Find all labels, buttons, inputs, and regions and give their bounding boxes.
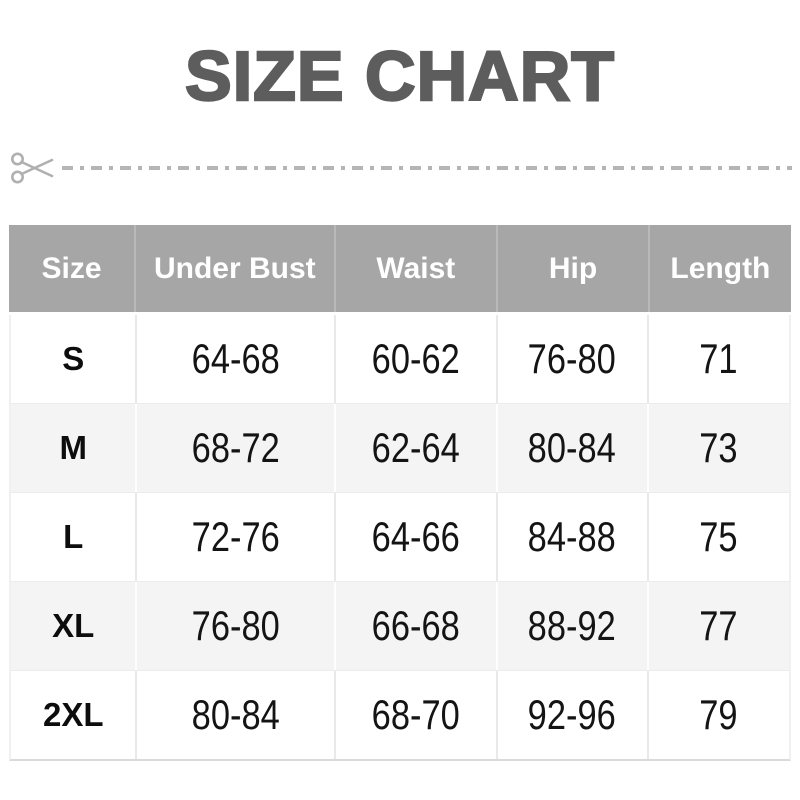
size-cell: S xyxy=(62,340,85,377)
column-header-length: Length xyxy=(647,225,791,312)
size-cell: 2XL xyxy=(42,696,104,733)
size-cell: M xyxy=(59,429,87,466)
table-row-xl: XL 76-80 66-68 88-92 77 xyxy=(11,581,789,670)
length-cell: 71 xyxy=(646,315,789,403)
waist-cell: 62-64 xyxy=(333,404,496,492)
column-header-hip: Hip xyxy=(496,225,648,312)
table-body: S 64-68 60-62 76-80 71 M 68-72 62-64 80-… xyxy=(9,315,791,761)
under-bust-cell: 80-84 xyxy=(135,671,333,759)
table-header-row: Size Under Bust Waist Hip Length xyxy=(9,225,791,312)
column-header-size: Size xyxy=(41,251,102,285)
column-header-under-bust: Under Bust xyxy=(134,225,333,312)
table-row-l: L 72-76 64-66 84-88 75 xyxy=(11,492,789,581)
under-bust-cell: 64-68 xyxy=(135,315,333,403)
dashed-cut-rule xyxy=(62,166,792,170)
cut-line xyxy=(10,148,792,188)
size-chart-table: Size Under Bust Waist Hip Length S 64-68… xyxy=(9,225,791,761)
hip-cell: 80-84 xyxy=(495,404,647,492)
length-cell: 79 xyxy=(646,671,789,759)
length-cell: 75 xyxy=(646,493,789,581)
hip-cell: 76-80 xyxy=(495,315,647,403)
waist-cell: 60-62 xyxy=(333,315,496,403)
table-row-s: S 64-68 60-62 76-80 71 xyxy=(11,315,789,403)
under-bust-cell: 72-76 xyxy=(135,493,333,581)
hip-cell: 88-92 xyxy=(495,582,647,670)
hip-cell: 92-96 xyxy=(495,671,647,759)
length-cell: 77 xyxy=(646,582,789,670)
scissors-icon xyxy=(11,152,54,184)
table-row-2xl: 2XL 80-84 68-70 92-96 79 xyxy=(11,670,789,759)
waist-cell: 68-70 xyxy=(333,671,496,759)
table-row-m: M 68-72 62-64 80-84 73 xyxy=(11,403,789,492)
size-cell: XL xyxy=(52,607,95,644)
page-title: SIZE CHART xyxy=(184,37,615,115)
under-bust-cell: 68-72 xyxy=(135,404,333,492)
under-bust-cell: 76-80 xyxy=(135,582,333,670)
waist-cell: 64-66 xyxy=(333,493,496,581)
size-cell: L xyxy=(63,518,84,555)
waist-cell: 66-68 xyxy=(333,582,496,670)
column-header-waist: Waist xyxy=(333,225,497,312)
hip-cell: 84-88 xyxy=(495,493,647,581)
length-cell: 73 xyxy=(646,404,789,492)
